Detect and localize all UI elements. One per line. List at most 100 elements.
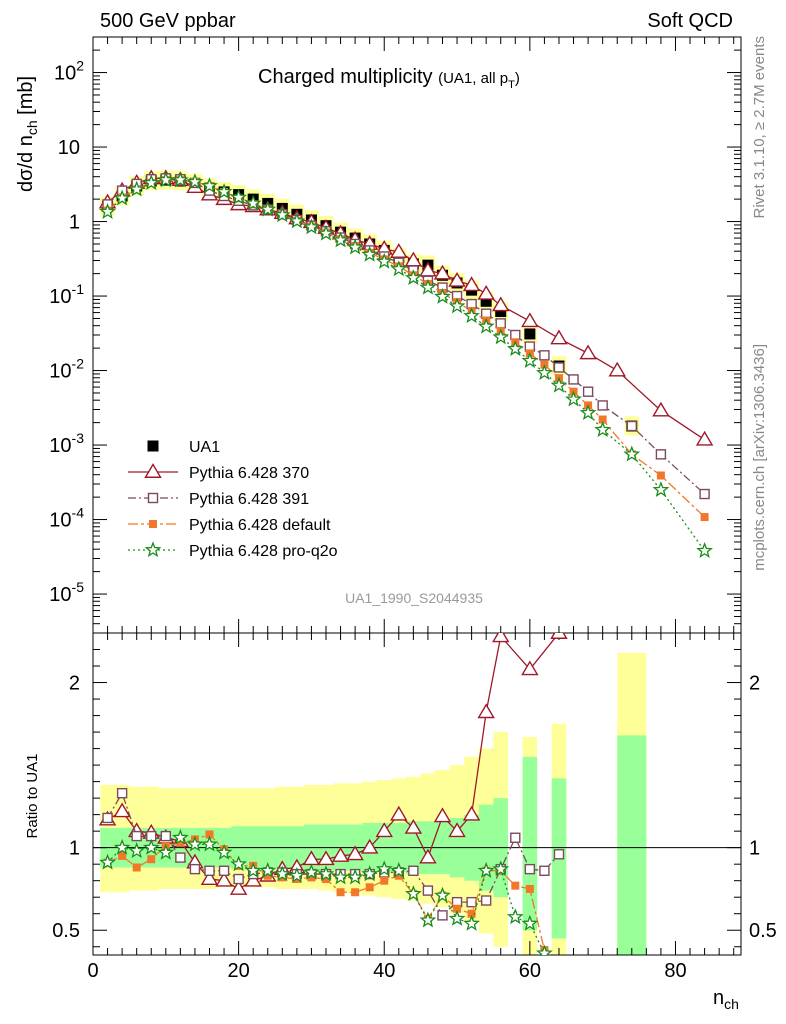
series-point — [346, 238, 364, 255]
chart-title: Charged multiplicity (UA1, all pT) — [258, 66, 520, 91]
legend-label: Pythia 6.428 370 — [189, 465, 309, 482]
legend: UA1 Pythia 6.428 370 Pythia 6.428 391 Pythi… — [128, 439, 338, 560]
series-point — [655, 449, 667, 460]
series-point — [539, 350, 550, 361]
y-tick-mantissa: 10 — [49, 361, 71, 383]
ratio-bands — [100, 652, 647, 955]
ratio-point — [160, 830, 172, 842]
y-tick-exponent: -1 — [72, 281, 85, 297]
ratio-point — [480, 895, 492, 906]
series-point — [521, 312, 539, 328]
y-tick-exponent: 2 — [76, 58, 84, 74]
ratio-point — [317, 865, 335, 882]
series-point — [492, 328, 510, 345]
y-tick-mantissa: 10 — [49, 286, 71, 308]
legend-marker — [147, 492, 159, 504]
band-green-extra — [617, 735, 647, 955]
ratio-point — [99, 853, 116, 870]
ratio-point — [303, 863, 320, 880]
ratio-point — [263, 871, 272, 880]
series-point — [477, 284, 495, 300]
y-tick-mantissa: 1 — [69, 212, 80, 234]
series-point — [568, 374, 579, 385]
ratio-point — [147, 855, 156, 864]
ratio-series — [98, 633, 568, 955]
series-point — [201, 177, 218, 194]
ratio-point — [259, 861, 277, 878]
y-tick-exponent: -3 — [72, 430, 85, 446]
ratio-point — [437, 910, 448, 921]
legend-label: Pythia 6.428 default — [189, 517, 331, 534]
series-point — [390, 260, 408, 277]
series-point — [579, 344, 597, 360]
ratio-point — [467, 909, 476, 918]
ratio-axes: 0 20 40 60 80 0.5 0.5 1 1 2 2 — [52, 632, 777, 982]
series-point — [492, 296, 510, 312]
ratio-point — [422, 885, 434, 896]
ratio-point — [448, 822, 466, 838]
x-axis-label-sub: ch — [724, 996, 739, 1012]
ratio-axis-label: Ratio to UA1 — [24, 753, 41, 838]
series-point — [582, 386, 594, 397]
ratio-point — [336, 888, 345, 897]
ratio-point — [506, 908, 524, 925]
series-point — [142, 174, 160, 191]
series-point — [157, 171, 175, 188]
ratio-point — [186, 835, 204, 852]
data-point-ua1 — [480, 295, 492, 307]
chart-title-sub-t: T — [508, 79, 515, 91]
series-point — [565, 390, 582, 407]
ratio-tick-label: 1 — [69, 838, 80, 860]
ratio-point — [244, 861, 262, 878]
header-right: Soft QCD — [647, 10, 733, 32]
series-point — [477, 317, 495, 334]
x-tick-label: 80 — [664, 960, 686, 982]
legend-marker — [147, 440, 159, 452]
series-point — [521, 352, 539, 368]
ratio-point — [492, 860, 510, 877]
x-axis-label: nch — [713, 987, 739, 1012]
series-point — [390, 243, 408, 258]
ratio-point — [215, 843, 233, 860]
series-point — [536, 364, 553, 381]
ratio-point — [229, 880, 248, 895]
series-point — [598, 415, 607, 424]
ratio-point — [360, 838, 379, 854]
ratio-point — [463, 914, 480, 931]
series-point — [317, 224, 335, 241]
ratio-point — [113, 802, 131, 818]
ratio-point — [521, 660, 539, 676]
x-tick-label: 40 — [373, 960, 395, 982]
series-point — [419, 278, 437, 295]
ratio-point — [462, 805, 481, 821]
ratio-point — [390, 861, 408, 878]
main-bands — [100, 170, 640, 436]
series-point — [99, 203, 116, 219]
series-point — [433, 264, 452, 280]
ratio-point — [365, 883, 374, 892]
ratio-point — [204, 865, 215, 876]
ratio-point — [273, 865, 291, 882]
ratio-point — [419, 848, 437, 864]
data-point-ua1 — [495, 306, 507, 318]
ratio-point — [448, 909, 466, 926]
data-point-ua1 — [524, 328, 536, 340]
series-point — [230, 188, 247, 205]
series-point — [608, 361, 626, 377]
ratio-point — [404, 818, 423, 834]
legend-label: Pythia 6.428 pro-q2o — [189, 543, 338, 560]
series-point — [597, 400, 608, 411]
series-point — [695, 430, 714, 446]
ratio-point — [230, 855, 247, 872]
ratio-point — [553, 849, 565, 860]
ratio-tick-label-right: 2 — [749, 673, 760, 695]
ratio-point — [346, 868, 364, 885]
ratio-point — [375, 860, 393, 877]
ratio-point — [466, 896, 477, 908]
ratio-point — [102, 812, 113, 824]
side-label-rivet: Rivet 3.1.10, ≥ 2.7M events — [751, 36, 768, 219]
ratio-point — [511, 881, 520, 890]
ratio-point — [536, 944, 553, 955]
y-tick-mantissa: 10 — [49, 435, 71, 457]
y-tick-mantissa: 10 — [54, 63, 76, 85]
